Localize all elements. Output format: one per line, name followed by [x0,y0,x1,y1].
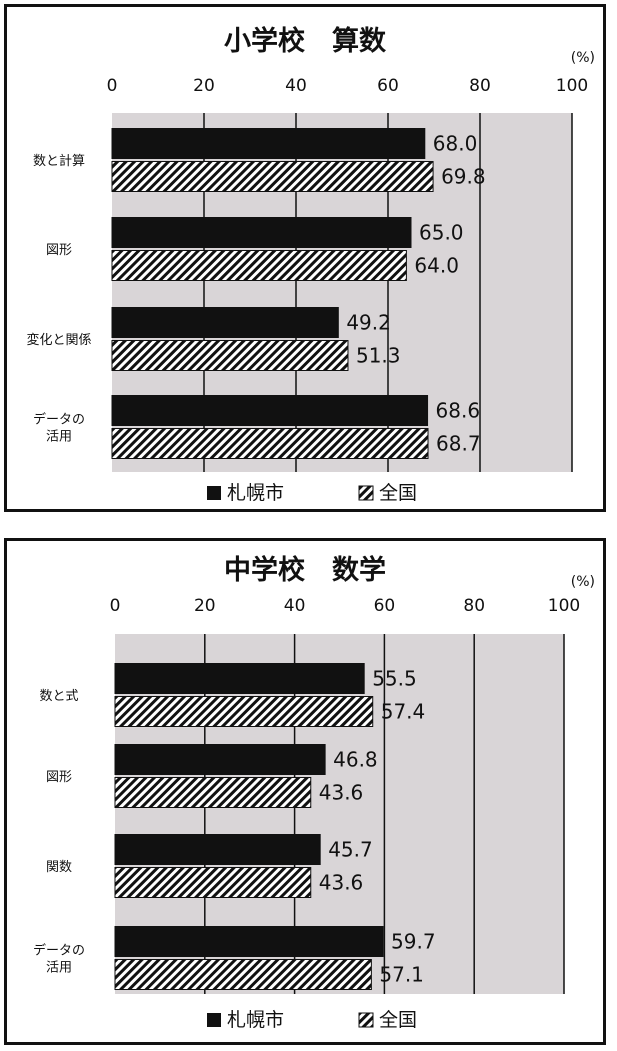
data-label: 43.6 [319,781,364,805]
data-label: 49.2 [346,311,391,335]
bar-sapporo [111,128,426,159]
bar-sapporo [114,926,384,957]
data-label: 69.8 [441,165,486,189]
x-tick-label: 80 [469,76,491,96]
category-label: 数と計算 [33,153,85,169]
category-label-line: 数と式 [39,689,78,704]
bar-national [114,959,372,990]
category-label: データの活用 [33,412,85,445]
elementary-math-chart-svg: 小学校 算数 (%) 0 20 40 60 80 100 数と計算 68.0 69.8 図形 65.0 6… [26,25,595,504]
bar-sapporo [114,663,365,694]
category-label-line: 変化と関係 [26,332,91,348]
axis-unit-label: (%) [571,50,595,66]
bar-national [114,777,312,808]
category-label: データの活用 [33,943,85,976]
data-label: 46.8 [333,748,378,772]
bar-sapporo [111,395,429,426]
x-tick-label: 20 [194,596,216,616]
data-label: 55.5 [372,667,417,691]
category-label-line: データの [33,412,85,428]
bar-national [111,428,429,459]
bar-national [114,867,312,898]
chart-title: 小学校 算数 [224,25,387,57]
data-label: 43.6 [319,871,364,895]
legend-label-sapporo: 札幌市 [227,1009,284,1031]
category-label-line: 数と計算 [33,153,85,169]
bar-sapporo [114,744,326,775]
data-label: 57.4 [381,700,426,724]
legend-swatch-national [358,485,374,501]
category-label-line: 図形 [46,770,72,785]
legend-label-national: 全国 [379,482,417,504]
category-label: 変化と関係 [26,332,91,348]
data-label: 57.1 [379,963,424,987]
x-tick-label: 0 [107,76,118,96]
category-label-line: 関数 [46,860,72,875]
data-label: 68.6 [436,399,481,423]
data-label: 64.0 [414,254,459,278]
elementary-math-chart: 小学校 算数 (%) 0 20 40 60 80 100 数と計算 68.0 69.8 図形 65.0 6… [4,4,606,512]
x-tick-label: 60 [377,76,399,96]
category-label: 図形 [46,770,72,785]
data-label: 68.7 [436,432,481,456]
bar-sapporo [111,307,339,338]
category-label-line: 活用 [46,430,72,445]
category-label: 図形 [46,243,72,258]
legend-swatch-sapporo [207,486,221,500]
data-label: 65.0 [419,221,464,245]
bar-national [111,340,349,371]
bar-national [111,161,434,192]
x-tick-label: 100 [556,76,588,96]
data-label: 51.3 [356,344,401,368]
legend-swatch-sapporo [207,1013,221,1027]
category-label: 数と式 [39,689,78,704]
x-tick-label: 80 [463,596,485,616]
bar-national [111,250,407,281]
category-label-line: データの [33,943,85,959]
x-tick-label: 40 [285,76,307,96]
category-label-line: 図形 [46,243,72,258]
x-tick-label: 20 [193,76,215,96]
category-label: 関数 [46,860,72,875]
junior-high-math-chart-svg: 中学校 数学 (%) 0 20 40 60 80 100 数と式 55.5 57.4 図形 46.8 43… [33,554,595,1031]
x-tick-label: 0 [110,596,121,616]
bar-national [114,696,374,727]
data-label: 68.0 [433,132,478,156]
category-label-line: 活用 [46,961,72,976]
data-label: 59.7 [391,930,436,954]
x-tick-label: 100 [548,596,580,616]
legend-swatch-national [358,1012,374,1028]
legend-label-sapporo: 札幌市 [227,482,284,504]
chart-title: 中学校 数学 [224,554,386,586]
x-tick-label: 40 [284,596,306,616]
axis-unit-label: (%) [571,574,595,590]
bar-sapporo [111,217,412,248]
x-tick-label: 60 [374,596,396,616]
bar-sapporo [114,834,321,865]
legend-label-national: 全国 [379,1009,417,1031]
junior-high-math-chart: 中学校 数学 (%) 0 20 40 60 80 100 数と式 55.5 57.4 図形 46.8 43… [4,538,606,1045]
data-label: 45.7 [328,838,373,862]
